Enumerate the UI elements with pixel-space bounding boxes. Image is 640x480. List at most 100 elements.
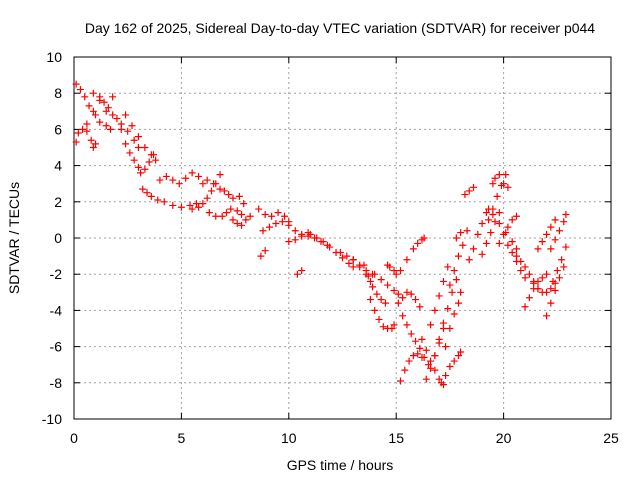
data-point: [439, 319, 447, 327]
data-point: [495, 239, 503, 247]
data-point: [465, 256, 473, 264]
data-point: [512, 245, 520, 253]
data-point: [454, 299, 462, 307]
data-point: [152, 156, 160, 164]
data-point: [259, 227, 267, 235]
data-point: [182, 174, 190, 182]
data-point: [186, 201, 194, 209]
data-point: [470, 245, 478, 253]
data-point: [326, 243, 334, 251]
data-point: [298, 267, 306, 275]
data-point: [195, 203, 203, 211]
data-point: [89, 89, 97, 97]
data-point: [525, 294, 533, 302]
data-point: [102, 122, 110, 130]
data-point: [360, 261, 368, 269]
x-tick-label: 0: [70, 430, 78, 446]
data-point: [343, 252, 351, 260]
data-point: [156, 176, 164, 184]
data-point: [454, 352, 462, 360]
axis-ticks: [73, 56, 612, 420]
data-point: [130, 156, 138, 164]
data-point: [478, 220, 486, 228]
data-point: [396, 267, 404, 275]
data-point: [500, 230, 508, 238]
grid-lines: [74, 57, 611, 419]
data-point: [508, 248, 516, 256]
data-point: [435, 375, 443, 383]
data-point: [371, 270, 379, 278]
data-point: [459, 241, 467, 249]
data-point: [265, 223, 273, 231]
data-point: [169, 176, 177, 184]
data-points: [72, 80, 570, 389]
data-point: [242, 216, 250, 224]
data-point: [478, 250, 486, 258]
data-point: [388, 325, 396, 332]
data-point: [199, 180, 207, 188]
data-point: [491, 174, 499, 182]
data-point: [517, 258, 525, 266]
data-point: [422, 346, 430, 354]
data-point: [278, 218, 286, 226]
data-point: [268, 212, 276, 220]
data-point: [122, 111, 130, 119]
data-point: [412, 337, 420, 345]
data-point: [521, 263, 529, 271]
data-point: [461, 191, 469, 199]
data-point: [504, 183, 512, 191]
data-point: [261, 247, 269, 255]
data-point: [420, 234, 428, 242]
data-point: [137, 169, 145, 177]
data-point: [416, 344, 424, 352]
data-point: [160, 198, 168, 206]
data-point: [390, 286, 398, 294]
data-point: [216, 185, 224, 193]
data-point: [508, 216, 516, 224]
data-point: [457, 348, 465, 356]
data-point: [134, 133, 142, 141]
data-point: [72, 80, 80, 88]
data-point: [407, 290, 415, 298]
data-point: [117, 125, 125, 133]
data-point: [195, 172, 203, 180]
y-tick-label: -6: [50, 339, 63, 355]
data-point: [229, 194, 237, 202]
data-point: [446, 325, 454, 332]
data-point: [107, 125, 115, 133]
data-point: [246, 212, 254, 220]
y-tick-label: 2: [54, 194, 62, 210]
data-point: [85, 102, 93, 110]
data-point: [162, 172, 170, 180]
y-tick-label: -4: [50, 302, 63, 318]
data-point: [240, 200, 248, 208]
data-point: [366, 296, 374, 304]
data-point: [442, 372, 450, 380]
data-point: [495, 171, 503, 179]
data-point: [212, 212, 220, 220]
x-tick-label: 5: [178, 430, 186, 446]
data-point: [403, 256, 411, 264]
data-point: [109, 93, 117, 101]
data-point: [285, 221, 293, 229]
data-point: [281, 212, 289, 220]
data-point: [349, 256, 357, 264]
data-point: [482, 209, 490, 217]
data-point: [446, 281, 454, 289]
data-point: [225, 191, 233, 199]
data-point: [508, 238, 516, 246]
data-point: [238, 210, 246, 218]
data-point: [220, 187, 228, 195]
data-point: [377, 276, 385, 284]
data-point: [83, 127, 91, 135]
data-point: [394, 290, 402, 298]
data-point: [74, 129, 82, 137]
data-point: [504, 223, 512, 231]
data-point: [216, 171, 224, 179]
data-point: [534, 277, 542, 285]
data-point: [199, 200, 207, 208]
y-tick-label: 8: [54, 85, 62, 101]
data-point: [96, 118, 104, 126]
data-point: [293, 270, 301, 278]
data-point: [203, 194, 211, 202]
